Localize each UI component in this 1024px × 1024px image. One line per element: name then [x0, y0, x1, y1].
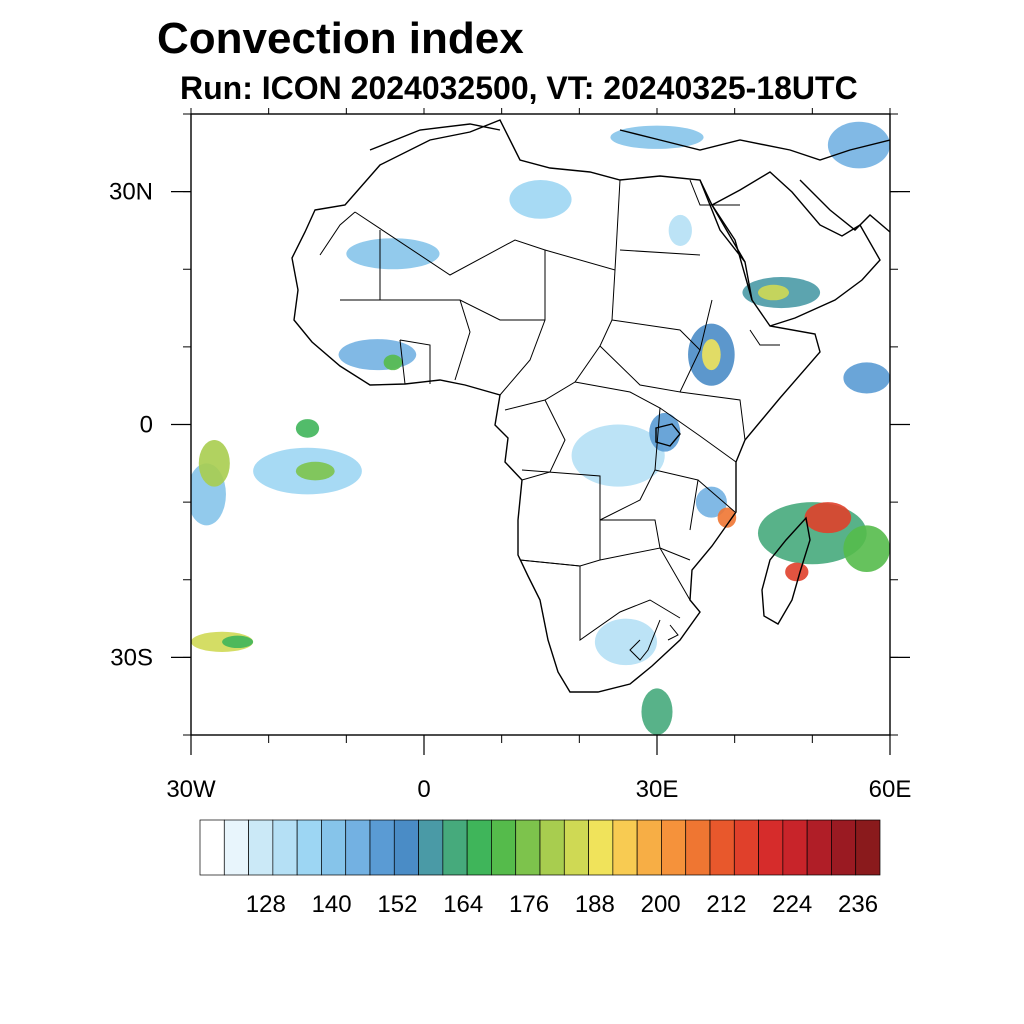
africa-coastline — [291, 119, 821, 693]
convection-north-med-central — [610, 125, 704, 149]
colorbar-swatch — [661, 819, 687, 876]
convection-atlantic-blob-2 — [295, 461, 335, 481]
lake-victoria — [655, 423, 681, 447]
colorbar-swatch — [709, 819, 735, 876]
convection-arabia-core — [757, 284, 790, 301]
arabia-coastline — [711, 171, 881, 327]
convection-madagascar-east — [843, 525, 890, 572]
colorbar-label: 176 — [509, 891, 549, 918]
x-tick-label: 0 — [417, 776, 430, 803]
convection-north-med-east — [827, 121, 890, 169]
convection-south-tip-trail — [641, 688, 673, 735]
colorbar-label: 152 — [377, 891, 417, 918]
convection-south-africa-band — [594, 618, 657, 666]
colorbar-swatch — [248, 819, 274, 876]
colorbar-swatch — [636, 819, 662, 876]
colorbar-swatch — [831, 819, 857, 876]
mediterranean-north — [369, 123, 890, 161]
colorbar-swatch — [466, 819, 492, 876]
x-tick-label: 60E — [869, 776, 912, 803]
colorbar-label: 164 — [443, 891, 483, 918]
convection-west-africa-green — [383, 354, 403, 371]
x-tick-label: 30E — [636, 776, 679, 803]
colorbar-swatch — [199, 819, 225, 876]
convection-sahara-band — [346, 238, 440, 270]
coastlines — [291, 119, 890, 693]
chart-subtitle: Run: ICON 2024032500, VT: 20240325-18UTC — [180, 70, 858, 106]
colorbar-swatch — [272, 819, 298, 876]
colorbar-swatch — [321, 819, 347, 876]
colorbar-swatch — [782, 819, 808, 876]
persian-gulf — [799, 179, 890, 233]
colorbar-swatch — [223, 819, 249, 876]
x-tick-label: 30W — [166, 776, 216, 803]
x-axis: 30W 0 30E 60E — [166, 108, 911, 803]
convection-congo-basin — [571, 424, 665, 487]
convection-field — [191, 121, 890, 735]
colorbar-label: 128 — [246, 891, 286, 918]
colorbar-swatch — [442, 819, 468, 876]
colorbar-swatch — [515, 819, 541, 876]
convection-atlantic-blob-1 — [198, 440, 230, 487]
convection-cyclone-core-2 — [785, 562, 809, 582]
colorbar-swatch — [612, 819, 638, 876]
colorbar-swatch — [393, 819, 419, 876]
y-tick-label: 0 — [140, 412, 153, 439]
colorbar-label: 236 — [838, 891, 878, 918]
convection-south-indian-ocean-east — [843, 362, 890, 394]
colorbar-swatch — [491, 819, 517, 876]
colorbar-swatch — [345, 819, 371, 876]
madagascar-coastline — [761, 516, 811, 625]
convection-tanzania-coast — [695, 486, 727, 518]
convection-tanzania-hot — [717, 507, 737, 528]
colorbar-label: 140 — [312, 891, 352, 918]
colorbar-swatch — [588, 819, 614, 876]
chart-title: Convection index — [157, 14, 524, 63]
colorbar-swatch — [855, 819, 881, 876]
convection-south-atlantic-green — [222, 635, 254, 649]
country-borders — [319, 179, 780, 661]
colorbar-label: 224 — [772, 891, 812, 918]
colorbar-swatch — [563, 819, 589, 876]
y-axis: 30N 0 30S — [109, 113, 910, 736]
colorbar-swatch — [758, 819, 784, 876]
convection-ethiopia-core — [702, 339, 721, 371]
colorbar-swatch — [296, 819, 322, 876]
convection-west-africa-coast — [338, 339, 417, 371]
y-tick-label: 30N — [109, 179, 153, 206]
convection-red-sea-north — [668, 214, 692, 246]
colorbar-label: 212 — [706, 891, 746, 918]
convection-libya-band — [509, 179, 572, 219]
colorbar-swatch — [418, 819, 444, 876]
convection-cyclone-core — [804, 502, 852, 534]
red-sea-inner — [699, 179, 753, 301]
colorbar-swatch — [685, 819, 711, 876]
colorbar: 128 140 152 164 176 188 200 212 224 236 — [199, 819, 881, 918]
y-tick-label: 30S — [110, 644, 153, 671]
colorbar-label: 200 — [641, 891, 681, 918]
convection-atlantic-blob-3 — [295, 419, 320, 438]
colorbar-swatch — [806, 819, 832, 876]
colorbar-label: 188 — [575, 891, 615, 918]
colorbar-swatch — [733, 819, 759, 876]
colorbar-swatch — [369, 819, 395, 876]
colorbar-swatch — [539, 819, 565, 876]
